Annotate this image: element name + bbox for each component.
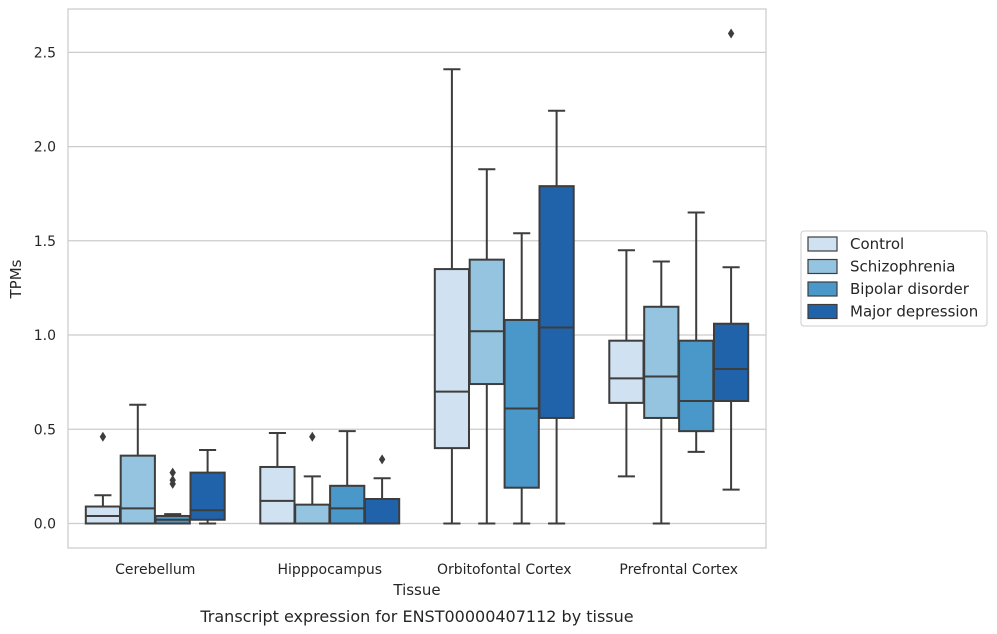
box-body (678, 339, 715, 433)
outlier-point (378, 454, 386, 465)
outlier-point (169, 467, 176, 478)
box (503, 232, 540, 525)
box (189, 449, 226, 525)
legend-swatch (807, 236, 838, 252)
box-body (433, 268, 471, 450)
box (538, 109, 575, 525)
x-tick-labels: Cerebellum Hipppocampus Orbitofontal Corte… (115, 562, 738, 578)
legend: Control Schizophrenia Bipolar disorder Majo… (800, 230, 988, 327)
box-body (538, 185, 575, 419)
x-tick-label: Orbitofontal Cortex (437, 562, 572, 578)
box-body (294, 503, 331, 525)
box (678, 211, 715, 453)
y-tick-label: 1.5 (34, 234, 56, 250)
box (259, 432, 296, 525)
box (294, 431, 331, 525)
outlier-point (727, 28, 735, 39)
box-body (259, 465, 296, 525)
box (712, 28, 750, 491)
box (329, 430, 366, 525)
legend-label: Schizophrenia (850, 258, 955, 276)
x-tick-label: Cerebellum (115, 562, 195, 578)
plot-frame (67, 8, 767, 549)
y-tick-label: 1.0 (34, 328, 56, 344)
box-body (363, 498, 401, 525)
outlier-point (169, 475, 176, 486)
box (84, 431, 122, 525)
box-body (503, 318, 540, 489)
box-body (329, 484, 366, 525)
y-tick-label: 2.0 (34, 140, 56, 156)
box-body (189, 471, 226, 521)
box (608, 249, 645, 478)
box-body (712, 322, 750, 403)
box-body (643, 305, 680, 419)
box (154, 467, 191, 525)
legend-frame (800, 230, 988, 327)
chart-caption: Transcript expression for ENST0000040711… (199, 607, 633, 626)
legend-swatch (807, 258, 838, 275)
box (363, 454, 401, 525)
y-tick-label: 2.5 (34, 45, 56, 61)
box (433, 68, 471, 525)
x-tick-label: Hipppocampus (277, 562, 382, 578)
box (468, 168, 505, 525)
box-body (119, 454, 156, 525)
legend-swatch (807, 303, 838, 320)
y-axis-label: TPMs (7, 259, 25, 299)
y-tick-labels: 0.0 0.5 1.0 1.5 2.0 2.5 (34, 45, 56, 532)
outlier-point (99, 431, 107, 442)
legend-label: Bipolar disorder (850, 280, 970, 298)
box (643, 260, 680, 525)
legend-label: Major depression (850, 303, 978, 321)
legend-swatch (807, 281, 838, 297)
legend-label: Control (850, 235, 904, 253)
y-tick-label: 0.5 (34, 422, 56, 438)
grid-lines (68, 51, 766, 525)
x-axis-label: Tissue (392, 581, 440, 599)
box (119, 403, 156, 525)
outlier-point (309, 431, 316, 442)
box-plot-boxes (84, 28, 750, 525)
x-tick-label: Prefrontal Cortex (619, 562, 738, 578)
y-tick-label: 0.0 (34, 517, 56, 533)
box-body (608, 339, 645, 404)
box-body (468, 258, 505, 386)
